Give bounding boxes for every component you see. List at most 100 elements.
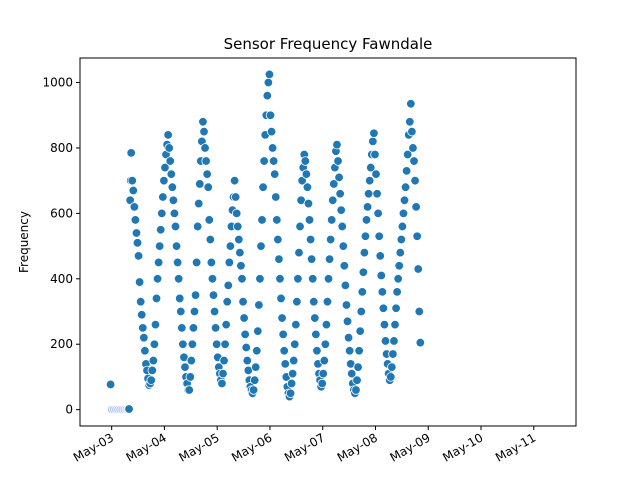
data-point <box>262 90 273 101</box>
data-point <box>308 274 318 284</box>
data-point <box>286 378 297 389</box>
data-point <box>386 372 396 382</box>
data-point <box>180 362 190 372</box>
data-point <box>389 336 399 346</box>
y-tick-label: 1000 <box>42 76 73 90</box>
data-point <box>153 257 164 268</box>
data-point <box>165 156 175 166</box>
data-point <box>240 329 250 340</box>
data-point <box>129 202 140 212</box>
data-point <box>137 310 147 320</box>
y-tick-label: 600 <box>50 206 73 220</box>
data-point <box>272 215 282 225</box>
data-point <box>378 303 389 313</box>
data-point <box>318 368 328 379</box>
data-point <box>236 261 246 271</box>
data-point <box>302 182 313 192</box>
data-point <box>176 306 186 317</box>
data-point <box>124 404 134 414</box>
data-point <box>149 339 160 349</box>
data-point <box>258 182 268 192</box>
data-point <box>374 231 384 241</box>
data-point <box>334 172 344 183</box>
data-point <box>356 306 366 317</box>
data-point <box>235 247 245 258</box>
data-point <box>139 332 149 343</box>
plot-area <box>105 69 426 415</box>
data-point <box>390 319 400 330</box>
data-point <box>254 300 264 310</box>
data-point <box>293 274 303 284</box>
data-point <box>353 362 363 372</box>
data-point <box>207 274 218 284</box>
data-point <box>194 198 204 209</box>
data-point <box>222 297 232 307</box>
data-point <box>170 221 181 232</box>
data-point <box>198 117 208 127</box>
data-point <box>158 192 168 202</box>
data-point <box>311 329 321 340</box>
data-point <box>400 182 411 192</box>
data-point <box>301 169 312 179</box>
data-point <box>232 208 242 219</box>
data-point <box>368 136 378 147</box>
y-tick-label: 200 <box>50 337 73 351</box>
data-points <box>105 69 426 415</box>
data-point <box>392 287 402 297</box>
data-point <box>268 156 279 166</box>
data-point <box>394 261 404 271</box>
data-point <box>304 215 315 225</box>
data-point <box>329 179 339 189</box>
data-point <box>401 166 412 176</box>
data-point <box>126 148 136 158</box>
data-point <box>280 359 290 369</box>
data-point <box>127 175 137 186</box>
data-point <box>322 297 333 307</box>
data-point <box>230 192 241 202</box>
data-point <box>362 202 373 212</box>
data-point <box>134 277 145 287</box>
data-point <box>202 169 212 179</box>
data-point <box>358 267 369 277</box>
data-point <box>406 99 416 109</box>
data-point <box>369 128 379 138</box>
data-point <box>326 215 337 225</box>
data-point <box>344 346 355 356</box>
data-point <box>321 319 332 330</box>
data-point <box>309 297 319 307</box>
data-point <box>287 368 298 379</box>
data-point <box>279 346 289 356</box>
data-point <box>163 130 173 140</box>
data-point <box>205 234 216 245</box>
data-point <box>187 339 198 349</box>
data-point <box>319 355 330 366</box>
data-point <box>339 261 350 271</box>
data-point <box>396 234 407 245</box>
data-point <box>290 339 300 349</box>
data-point <box>128 185 138 196</box>
data-point <box>271 192 281 202</box>
data-point <box>177 323 187 333</box>
data-point <box>325 234 336 245</box>
data-point <box>192 221 203 232</box>
data-point <box>256 241 266 251</box>
y-tick-label: 400 <box>50 272 73 286</box>
data-point <box>154 241 165 251</box>
data-point <box>169 208 180 219</box>
data-point <box>210 323 221 333</box>
data-point <box>167 182 178 192</box>
data-point <box>270 169 280 179</box>
data-point <box>411 202 421 212</box>
data-point <box>188 323 199 333</box>
data-point <box>297 175 307 186</box>
data-point <box>300 156 311 166</box>
data-point <box>131 228 142 238</box>
data-point <box>168 195 179 205</box>
data-point <box>133 251 144 261</box>
data-point <box>257 215 267 225</box>
data-point <box>147 365 157 376</box>
data-point <box>370 149 380 160</box>
data-point <box>388 349 398 359</box>
data-point <box>266 126 277 137</box>
data-point <box>237 274 247 284</box>
